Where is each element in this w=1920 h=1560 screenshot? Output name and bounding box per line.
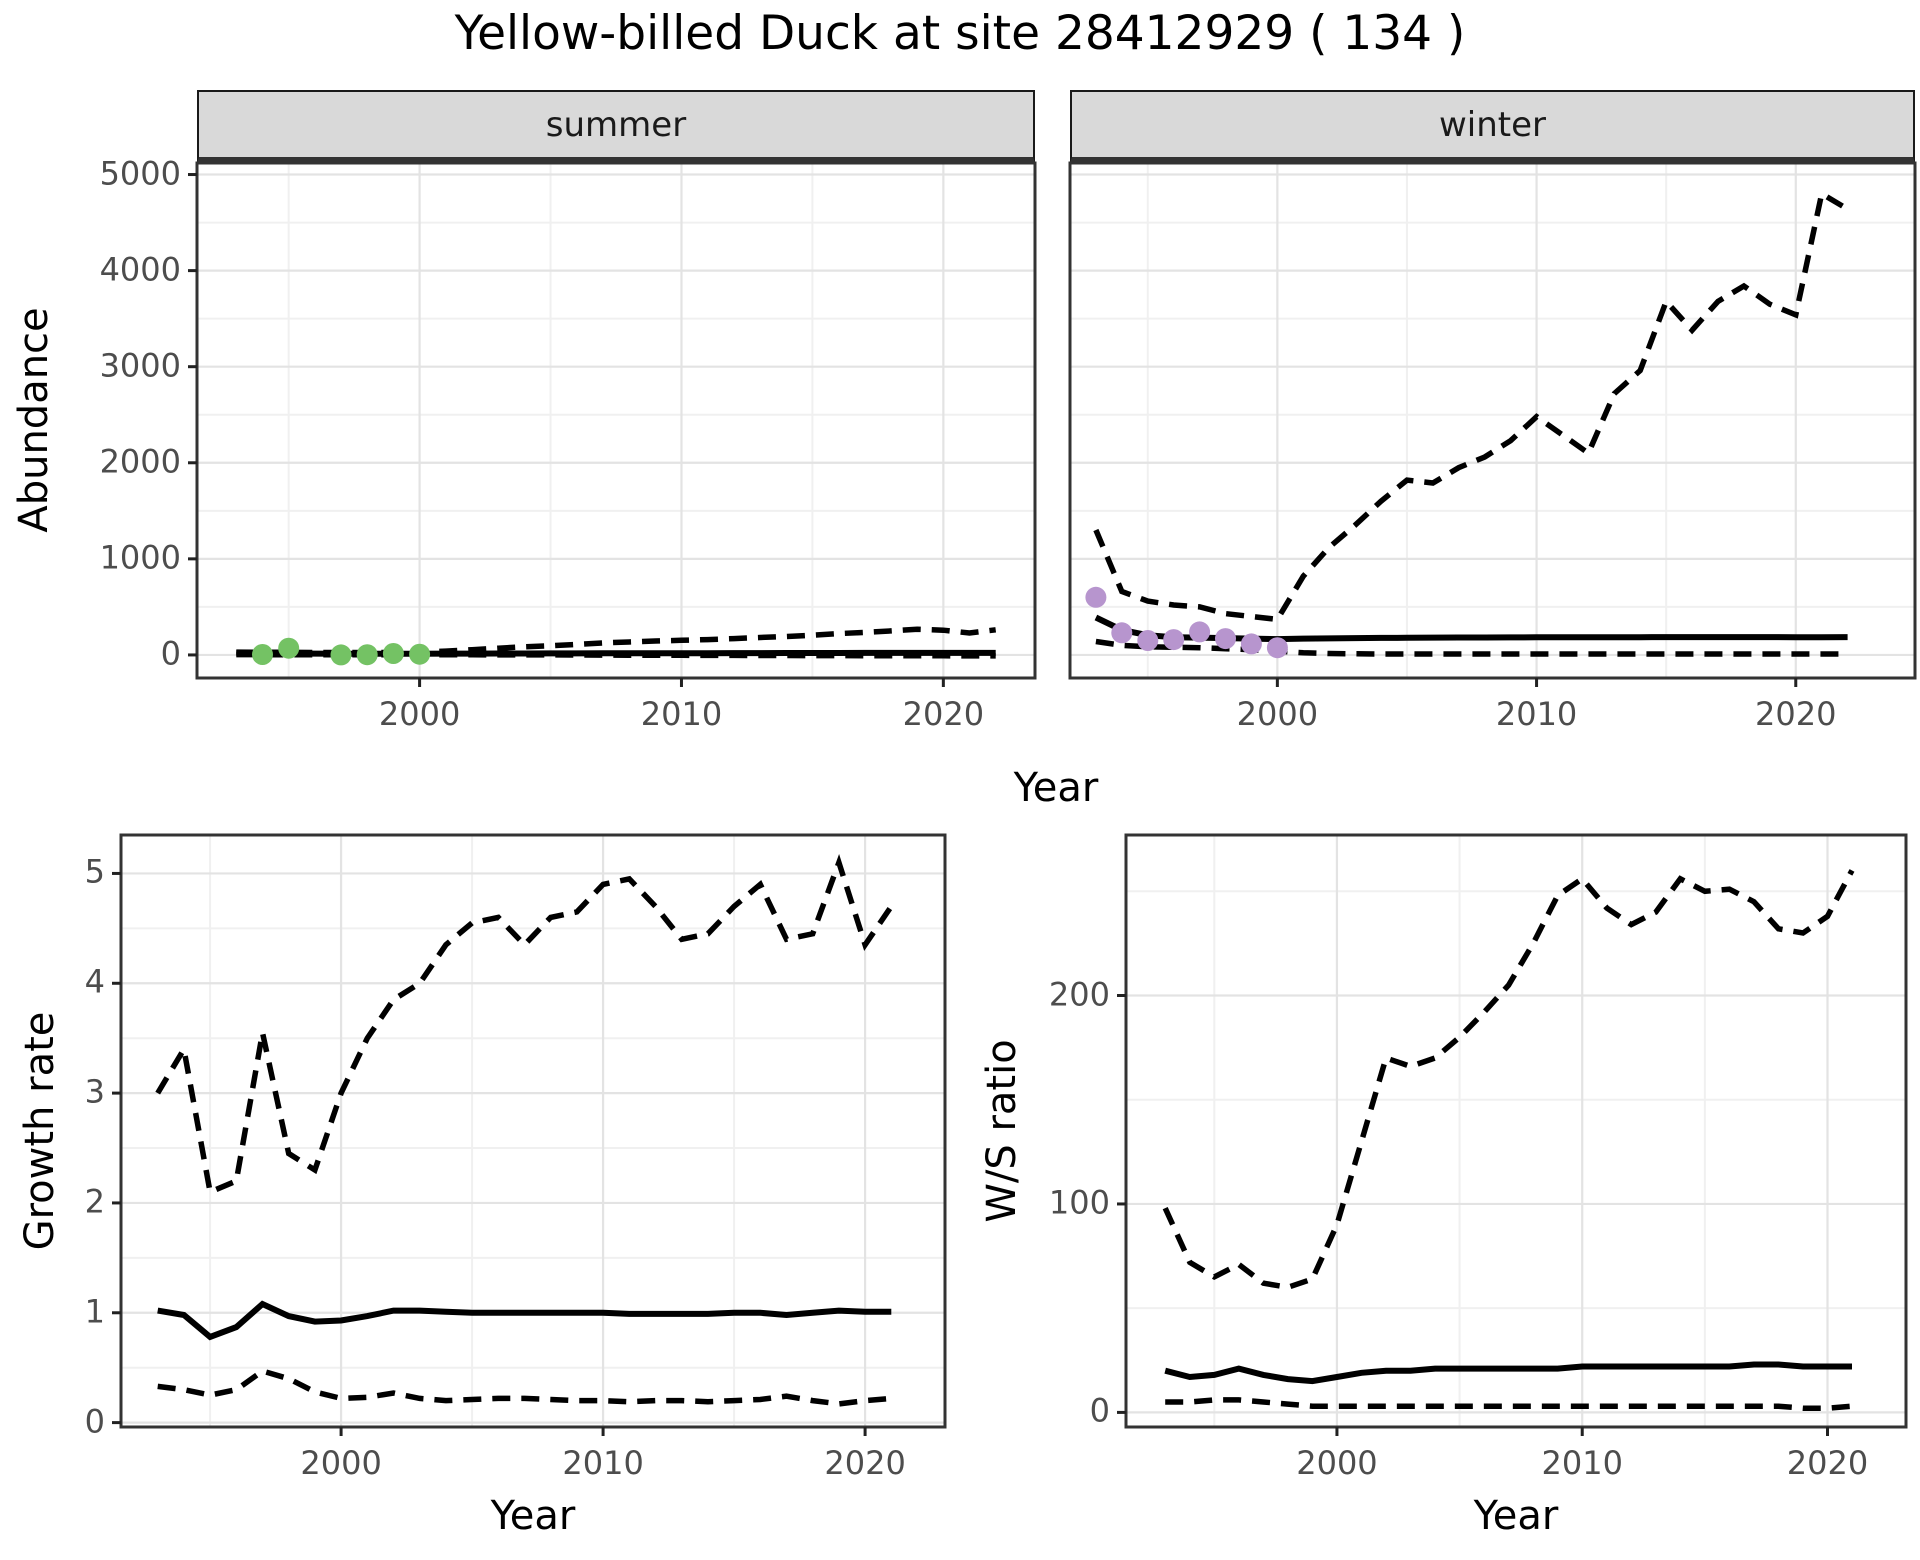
observed-winter-point [1215,628,1236,650]
ws-ratio-svg [1117,833,1908,1436]
x-tick-label: 2010 [1495,695,1578,733]
x-tick-label: 2000 [1296,1444,1378,1482]
ws-ratio-panel [1110,819,1920,1447]
observed-summer-point [330,644,352,666]
panel-border [1068,161,1917,680]
y-tick-label: 2000 [99,442,181,481]
x-tick-label: 2010 [640,695,723,733]
y-tick-label: 0 [160,634,181,673]
panel-border [195,161,1037,680]
x-tick-label: 2000 [378,695,461,733]
observed-summer-point [278,637,300,659]
y-tick-label: 3 [84,1072,105,1111]
ws-ratio-upper-ci-line [1162,869,1855,1291]
x-tick-label: 2020 [824,1444,906,1482]
observed-summer-point [382,643,404,664]
summer-abundance-panel [181,147,1051,698]
y-tick-label: 3000 [99,346,181,385]
x-tick-label: 2020 [1786,1444,1869,1482]
y-tick-label: 1 [84,1292,105,1331]
facet-strip-winter-label: winter [1438,104,1547,145]
abundance-winter-lower-ci-line [1095,638,1848,657]
x-tick-label: 2020 [1755,695,1837,733]
observed-winter-point [1189,621,1211,643]
panel-border [119,833,947,1429]
x-axis-label-ws: Year [1473,1493,1559,1539]
y-tick-label: 1000 [99,538,181,577]
y-tick-label: 5000 [99,153,181,192]
facet-strip-summer-label: summer [545,104,687,145]
y-tick-label: 100 [1048,1183,1110,1222]
abundance-winter-upper-ci-line [1093,189,1850,623]
facet-strip-winter: winter [1070,90,1915,163]
growth-rate-upper-ci-line [155,854,894,1196]
y-tick-label: 4 [84,962,105,1001]
y-axis-label-abundance: Abundance [11,307,57,533]
abundance-summer-svg [188,161,1037,687]
growth-rate-fit-line [157,1300,892,1341]
observed-winter-point [1266,637,1288,659]
x-tick-label: 2010 [562,1444,644,1482]
x-tick-label: 2000 [300,1444,382,1482]
x-axis-label-top: Year [1013,765,1099,811]
observed-winter-point [1085,586,1107,608]
growth-rate-svg [112,833,947,1436]
panel-border [1124,833,1908,1429]
chart-title: Yellow-billed Duck at site 28412929 ( 13… [454,6,1466,61]
x-tick-label: 2020 [902,695,985,733]
observed-summer-point [409,643,431,665]
facet-strip-summer: summer [197,90,1035,163]
y-tick-label: 0 [1089,1391,1110,1430]
y-tick-label: 2 [84,1182,105,1221]
growth-rate-panel [105,819,961,1447]
growth-rate-lower-ci-line [157,1367,892,1407]
observed-winter-point [1163,629,1185,651]
ws-ratio-fit-line [1164,1361,1852,1385]
y-tick-label: 5 [84,852,105,891]
x-tick-label: 2000 [1236,695,1319,733]
y-tick-label: 0 [84,1402,105,1441]
observed-winter-point [1137,630,1159,651]
observed-winter-point [1111,622,1133,644]
observed-winter-point [1240,633,1262,655]
observed-summer-point [252,644,273,665]
abundance-winter-svg [1068,161,1917,687]
winter-abundance-panel [1054,147,1920,698]
x-axis-label-growth: Year [490,1493,576,1539]
x-tick-label: 2010 [1541,1444,1623,1482]
y-tick-label: 200 [1048,974,1110,1013]
observed-summer-point [356,644,378,666]
y-tick-label: 4000 [99,250,181,289]
